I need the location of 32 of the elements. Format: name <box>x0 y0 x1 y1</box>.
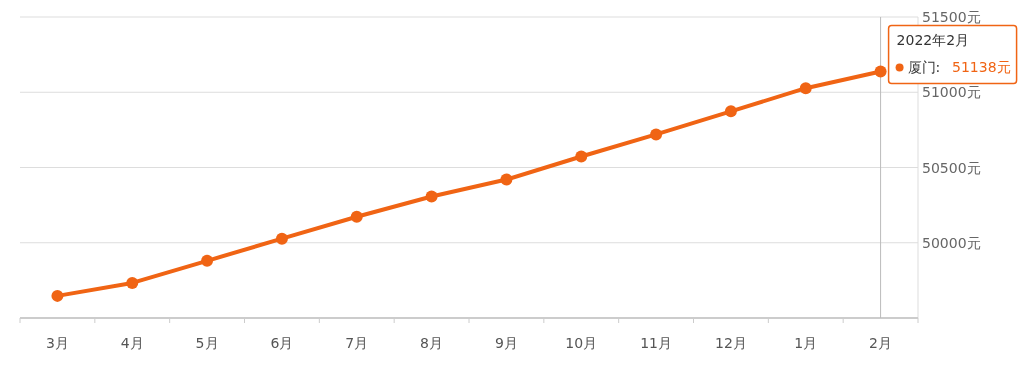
point <box>51 289 64 302</box>
point <box>126 276 139 289</box>
x-tick-label: 10月 <box>565 335 598 351</box>
point <box>874 65 887 78</box>
x-tick-label: 3月 <box>45 335 69 351</box>
point <box>201 254 214 267</box>
legend: 厦门: <box>895 59 941 76</box>
point <box>275 232 288 245</box>
x-tick-label: 5月 <box>195 335 219 351</box>
text: 51138元 <box>952 59 1011 76</box>
x-tick-label: 12月 <box>715 335 747 351</box>
point <box>575 150 588 163</box>
legend-label: 厦门: <box>907 59 941 76</box>
y-tick-label: 51500元 <box>922 9 981 25</box>
x-tick-label: 1月 <box>794 335 818 351</box>
y-tick-label: 50000元 <box>922 234 981 251</box>
point <box>799 82 812 95</box>
point <box>650 128 663 141</box>
x-tick-label: 9月 <box>494 335 518 351</box>
x-tick-label: 7月 <box>345 335 369 351</box>
point <box>500 173 513 186</box>
x-tick-label: 6月 <box>270 335 294 351</box>
x-tick-label: 8月 <box>420 335 444 351</box>
x-tick-label: 11月 <box>640 335 672 351</box>
point <box>350 210 363 223</box>
point <box>724 105 737 118</box>
annotation: 2022年2月 <box>896 32 970 49</box>
y-tick-label: 50500元 <box>922 159 981 176</box>
x-tick-label: 2月 <box>869 335 893 351</box>
y-tick-label: 51000元 <box>922 84 981 101</box>
point <box>425 190 438 203</box>
x-tick-label: 4月 <box>120 335 144 351</box>
